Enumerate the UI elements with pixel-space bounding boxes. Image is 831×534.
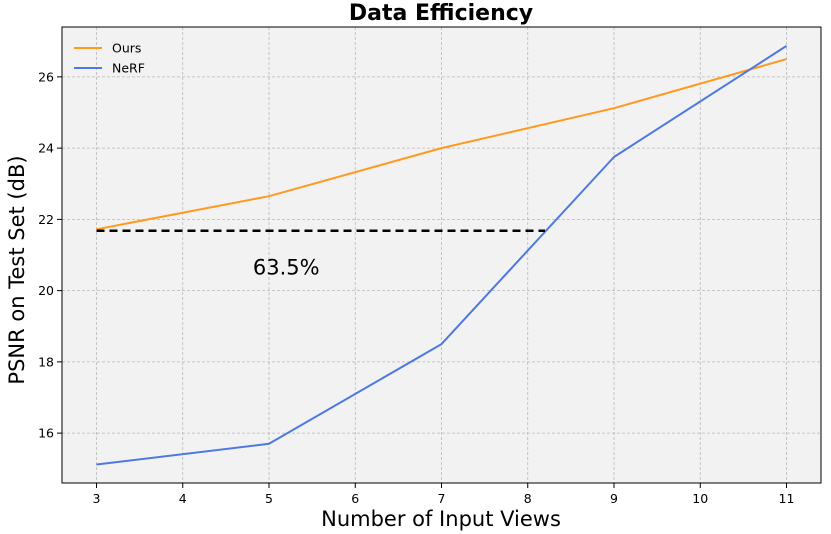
x-tick-label: 10 (692, 491, 708, 506)
y-axis-label: PSNR on Test Set (dB) (5, 155, 29, 384)
y-tick-label: 24 (38, 141, 54, 156)
x-tick-label: 9 (610, 491, 618, 506)
x-tick-label: 8 (524, 491, 532, 506)
series-line-ours (96, 58, 787, 231)
plot-frame (61, 26, 822, 484)
x-axis-label: Number of Input Views (321, 507, 561, 531)
axis-ticks: 3 4 5 6 7 8 9 10 11 16 18 20 22 24 26 (38, 69, 794, 506)
annotation-text: 63.5% (253, 256, 320, 280)
legend-label-ours: Ours (112, 41, 141, 56)
grid (62, 27, 821, 483)
legend: Ours NeRF (74, 41, 145, 76)
x-tick-label: 5 (265, 491, 273, 506)
y-tick-label: 16 (38, 426, 54, 441)
series-layer (96, 45, 788, 466)
y-tick-label: 26 (38, 69, 54, 84)
annotation-layer: 63.5% (96, 229, 545, 280)
x-tick-label: 3 (93, 491, 101, 506)
y-tick-label: 22 (38, 212, 54, 227)
chart-title: Data Efficiency (349, 1, 533, 26)
x-tick-label: 11 (779, 491, 795, 506)
x-tick-label: 4 (179, 491, 187, 506)
series-line-nerf (96, 45, 788, 466)
legend-label-nerf: NeRF (112, 61, 145, 76)
x-tick-label: 7 (438, 491, 446, 506)
x-tick-label: 6 (351, 491, 359, 506)
y-tick-label: 20 (38, 283, 54, 298)
y-tick-label: 18 (38, 354, 54, 369)
